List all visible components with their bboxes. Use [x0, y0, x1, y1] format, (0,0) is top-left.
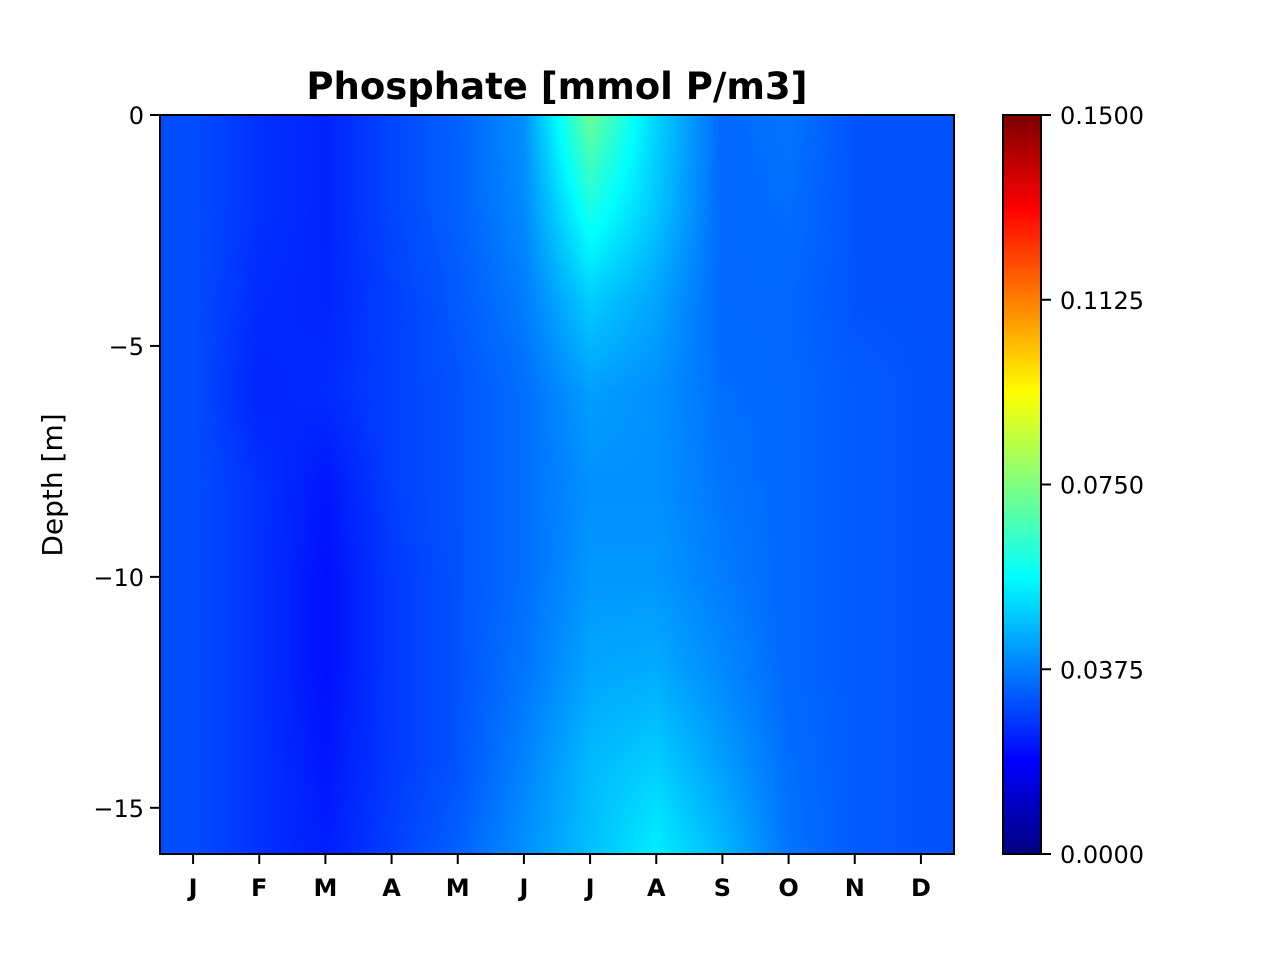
x-tick-label: N	[845, 874, 865, 902]
y-tick-label: −5	[109, 333, 144, 361]
y-axis-label: Depth [m]	[36, 413, 69, 556]
plot-frame	[159, 114, 955, 855]
colorbar-gradient	[1003, 115, 1041, 854]
y-tick-label: −15	[93, 795, 144, 823]
colorbar-tick-label: 0.0000	[1060, 841, 1144, 869]
x-tick-label: O	[778, 874, 798, 902]
x-tick-label: F	[251, 874, 267, 902]
colorbar: 0.0000 0.0375 0.0750 0.1125 0.1500	[1002, 102, 1144, 869]
x-tick-label: J	[584, 874, 595, 902]
x-tick-label: M	[313, 874, 337, 902]
colorbar-tick-label: 0.1500	[1060, 102, 1144, 130]
x-tick-label: J	[187, 874, 198, 902]
heatmap-plot-area	[159, 114, 955, 855]
x-tick-label: D	[911, 874, 931, 902]
y-axis: 0 −5 −10 −15	[93, 102, 160, 823]
heatmap-field	[160, 115, 954, 854]
x-tick-label: M	[446, 874, 470, 902]
x-tick-label: A	[382, 874, 401, 902]
colorbar-tick-label: 0.0750	[1060, 472, 1144, 500]
colorbar-tick-label: 0.1125	[1060, 287, 1144, 315]
y-tick-label: 0	[129, 102, 144, 130]
colorbar-tick-label: 0.0375	[1060, 656, 1144, 684]
x-tick-label: J	[517, 874, 528, 902]
x-tick-label: A	[647, 874, 666, 902]
chart-title: Phosphate [mmol P/m3]	[306, 65, 807, 108]
x-tick-label: S	[714, 874, 731, 902]
y-tick-label: −10	[93, 564, 144, 592]
